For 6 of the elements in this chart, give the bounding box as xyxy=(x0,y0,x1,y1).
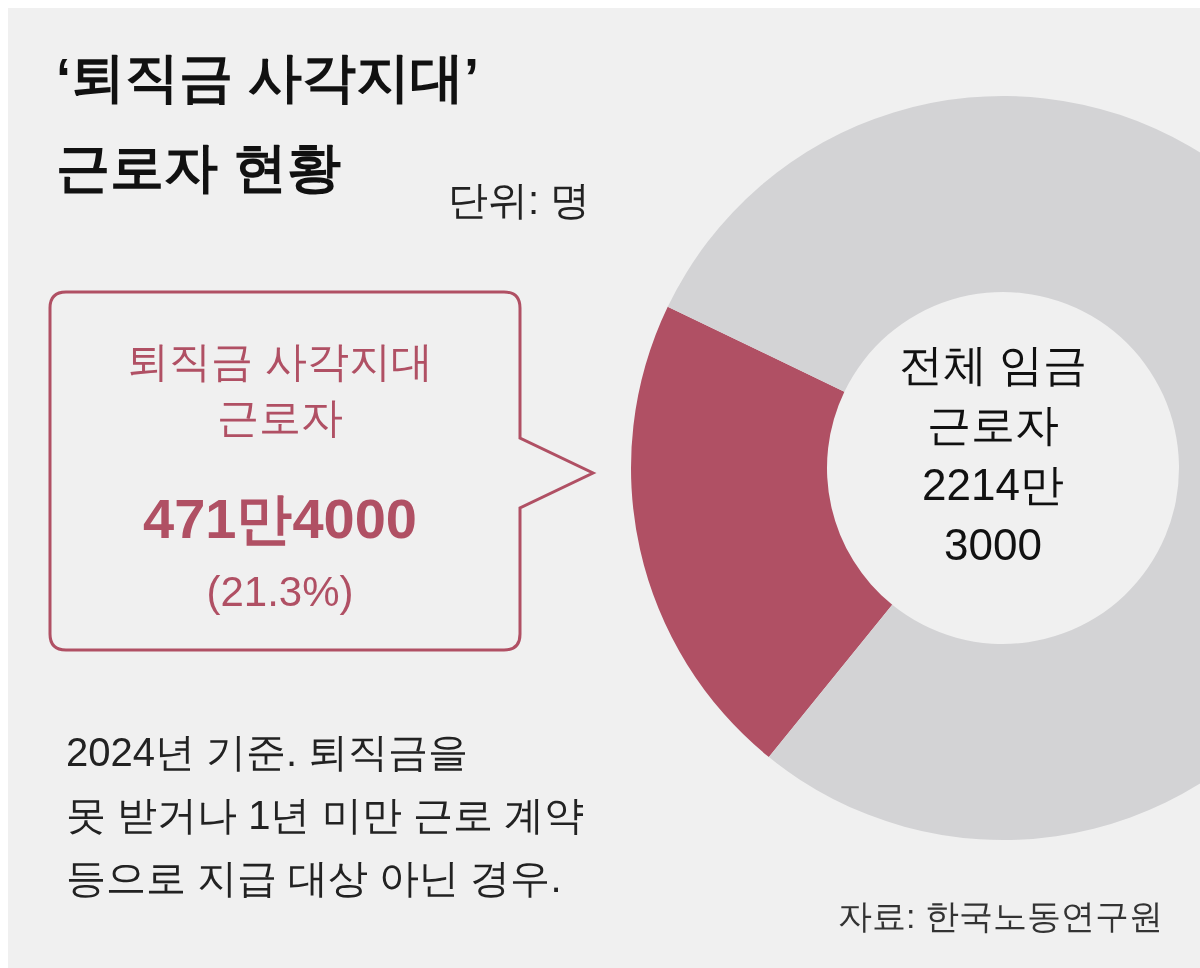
text: 471만4000 xyxy=(142,487,418,550)
data-label: (21.3%) xyxy=(206,568,354,615)
text: 전체 임금 근로자 2214만 3000 xyxy=(898,340,1088,569)
text: 자료: 한국노동연구원 xyxy=(838,897,1163,935)
slice-label: 퇴직금 사각지대 근로자 xyxy=(127,338,433,441)
text: 2024년 기준. 퇴직금을 못 받거나 1년 미만 근로 계약 등으로 지급 대상 아닌 경우. xyxy=(66,730,584,900)
